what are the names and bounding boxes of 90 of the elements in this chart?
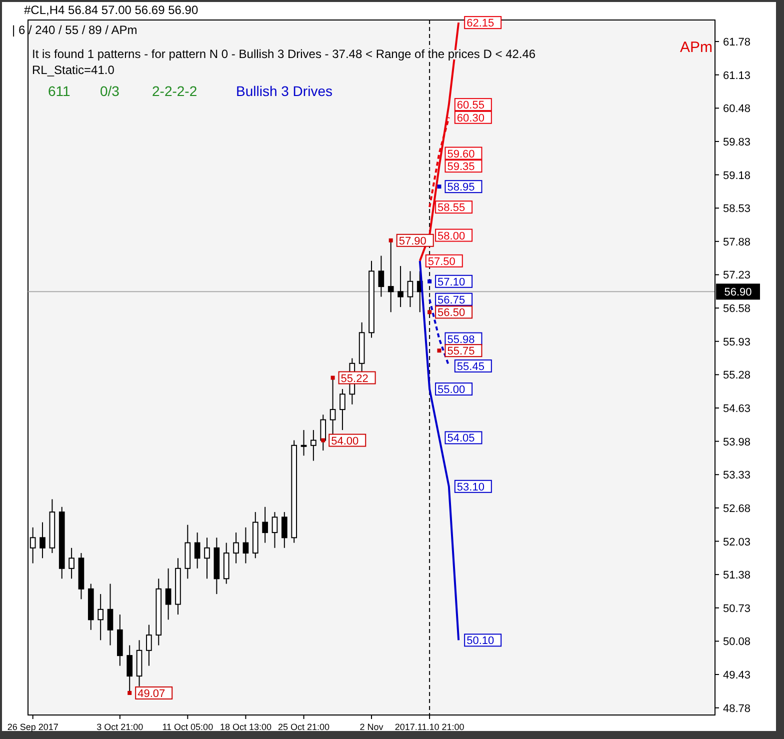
candlestick xyxy=(194,532,200,569)
data-label: 59.60 xyxy=(447,148,475,160)
data-label: 49.07 xyxy=(138,688,166,700)
x-tick-label: 3 Oct 21:00 xyxy=(96,722,144,732)
candlestick xyxy=(281,512,288,548)
candlestick xyxy=(68,547,74,580)
y-tick-label: 49.43 xyxy=(723,670,751,682)
data-label: 55.75 xyxy=(447,346,475,358)
y-tick-label: 55.28 xyxy=(723,370,751,382)
data-label: 56.50 xyxy=(438,307,466,320)
y-tick-label: 55.93 xyxy=(723,336,751,348)
data-label: 58.95 xyxy=(447,182,475,194)
y-tick-label: 57.88 xyxy=(723,236,751,248)
y-tick-label: 52.03 xyxy=(723,536,751,548)
y-tick-label: 50.08 xyxy=(723,636,751,648)
candlestick xyxy=(378,255,384,298)
data-label: 62.15 xyxy=(466,18,494,30)
candlestick xyxy=(165,568,172,620)
y-tick-label: 59.18 xyxy=(723,170,751,182)
candlestick xyxy=(272,512,278,548)
candlestick xyxy=(300,430,307,456)
data-label: 54.00 xyxy=(331,435,359,448)
y-tick-label: 50.73 xyxy=(723,602,751,615)
x-tick-label: 18 Oct 13:00 xyxy=(220,722,272,732)
data-label: 50.10 xyxy=(466,635,494,648)
candlestick xyxy=(320,414,326,452)
ref-line-label: 56.90 xyxy=(724,286,752,299)
candlestick xyxy=(310,430,316,462)
chart-subtitle: | 6 / 240 / 55 / 89 / APm xyxy=(12,23,138,37)
annotation: 0/3 xyxy=(100,83,120,99)
y-tick-label: 53.33 xyxy=(723,470,751,482)
point xyxy=(128,690,132,695)
data-label: 59.35 xyxy=(447,161,475,174)
y-tick-label: 48.78 xyxy=(723,702,751,715)
y-tick-label: 52.68 xyxy=(723,502,751,515)
candlestick xyxy=(340,388,346,431)
y-tick-label: 59.83 xyxy=(723,136,751,148)
point xyxy=(428,310,432,314)
data-label: 55.22 xyxy=(340,372,368,385)
x-tick-label: 2 Nov xyxy=(360,722,384,732)
y-tick-label: 61.78 xyxy=(723,36,751,49)
candlestick xyxy=(98,594,104,641)
data-label: 55.45 xyxy=(456,360,484,373)
data-label: 60.30 xyxy=(456,112,484,124)
y-tick-label: 61.13 xyxy=(723,70,751,82)
data-label: 56.75 xyxy=(438,294,466,306)
candlestick xyxy=(126,644,133,694)
candlestick xyxy=(146,624,152,666)
data-label: 57.10 xyxy=(438,276,466,288)
y-tick-label: 54.63 xyxy=(723,402,751,415)
data-label: 58.55 xyxy=(438,202,466,214)
x-tick-label: 11 Oct 05:00 xyxy=(162,722,214,732)
candlestick xyxy=(262,506,268,544)
point xyxy=(428,279,432,284)
x-tick-label: 26 Sep 2017 xyxy=(7,722,58,732)
y-tick-label: 60.48 xyxy=(723,103,751,116)
annotation: RL_Static=41.0 xyxy=(32,63,115,77)
point xyxy=(437,348,442,353)
annotation: Bullish 3 Drives xyxy=(236,83,332,99)
y-tick-label: 57.23 xyxy=(723,270,751,282)
annotation: 2-2-2-2 xyxy=(152,83,198,99)
data-label: 60.55 xyxy=(456,100,484,112)
data-label: 58.00 xyxy=(438,230,466,242)
point xyxy=(321,438,326,442)
point xyxy=(330,376,335,380)
y-tick-label: 51.38 xyxy=(723,570,751,582)
point xyxy=(437,184,442,189)
x-tick-label: 2017.11.10 21:00 xyxy=(394,722,464,732)
data-label: 57.50 xyxy=(428,256,456,268)
y-tick-label: 56.58 xyxy=(723,303,751,316)
chart-title: #CL,H4 56.84 57.00 56.69 56.90 xyxy=(24,3,198,17)
annotation: 611 xyxy=(48,83,71,99)
data-label: 55.00 xyxy=(438,384,466,396)
data-label: 53.10 xyxy=(456,481,484,494)
candlestick xyxy=(388,240,394,313)
annotation: APm xyxy=(680,39,713,56)
data-label: 54.05 xyxy=(447,432,475,445)
data-label: 55.98 xyxy=(447,334,475,346)
data-label: 57.90 xyxy=(398,235,426,248)
candlestick xyxy=(398,266,404,308)
candlestick xyxy=(107,583,114,646)
y-tick-label: 58.53 xyxy=(723,203,751,216)
candlestick xyxy=(40,522,46,559)
x-tick-label: 25 Oct 21:00 xyxy=(278,722,330,732)
candlestick xyxy=(204,537,210,580)
point xyxy=(388,238,393,242)
candlestick xyxy=(233,532,239,564)
candlestick xyxy=(242,526,249,564)
candlestick xyxy=(407,270,414,308)
y-tick-label: 53.98 xyxy=(723,436,751,448)
